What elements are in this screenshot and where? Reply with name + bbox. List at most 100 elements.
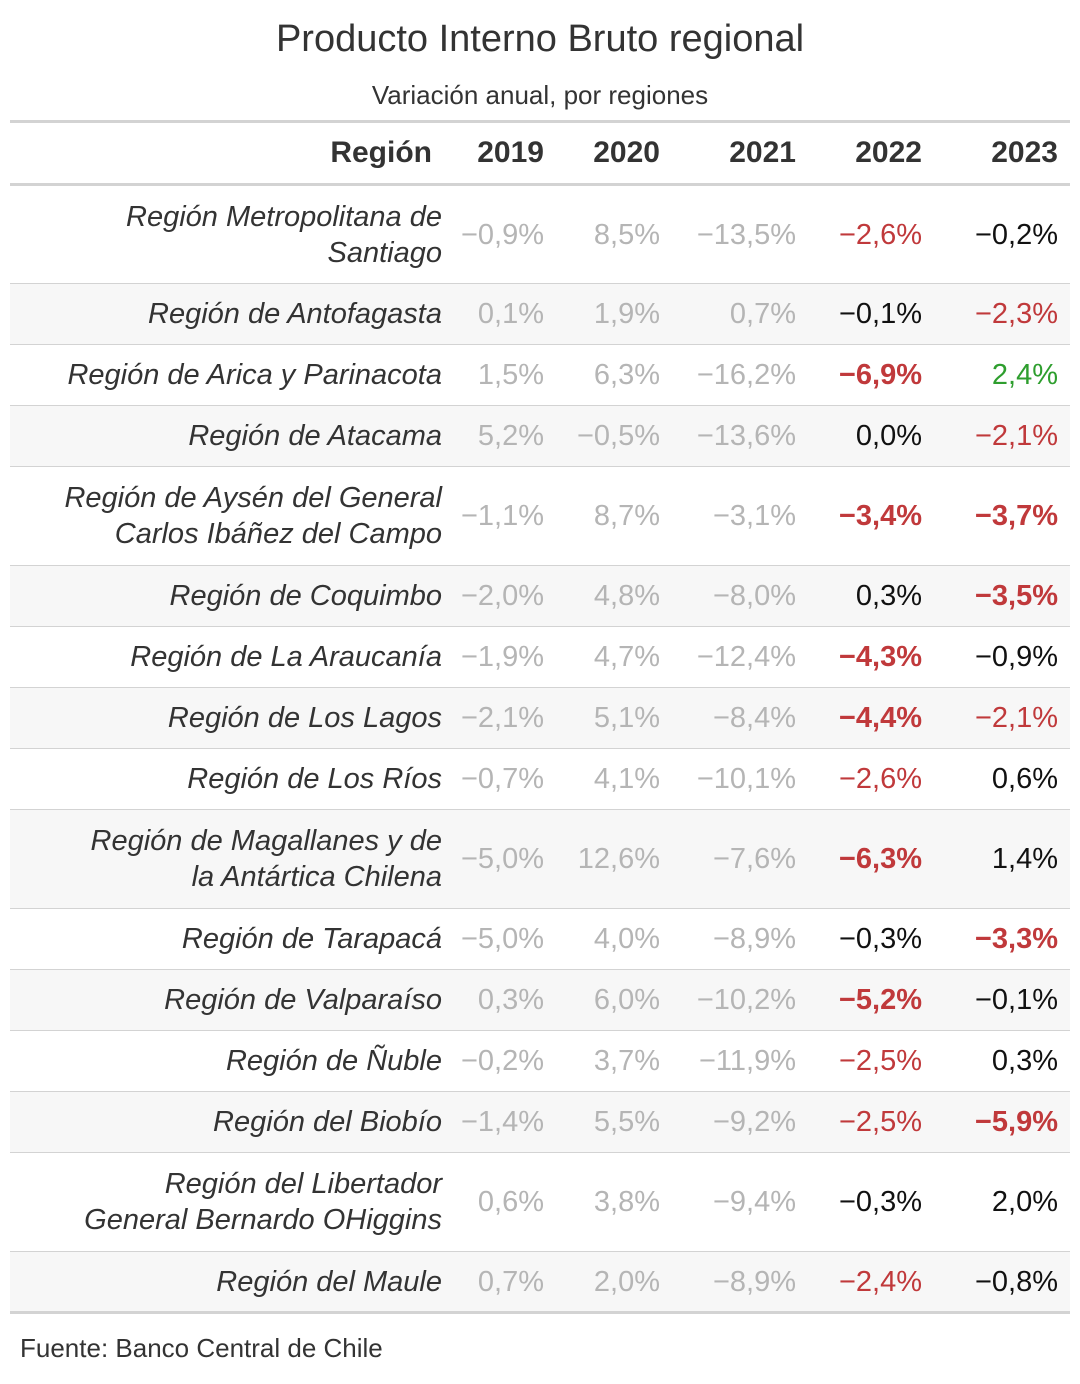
- value-2021: −9,4%: [672, 1152, 808, 1252]
- value-2022: −3,4%: [808, 466, 934, 566]
- region-name-line: Región de Valparaíso: [164, 984, 442, 1016]
- value-2022: −2,6%: [808, 748, 934, 810]
- value-2020: 8,5%: [556, 184, 672, 284]
- table-row: Región de La Araucanía −1,9% 4,7% −12,4% −4,…: [10, 626, 1070, 688]
- region-name: Región de Arica y Parinacota: [10, 344, 444, 406]
- value-2022: −6,3%: [808, 809, 934, 909]
- region-name: Región de Magallanes y de la Antártica Ch…: [10, 809, 444, 909]
- value-2023: −3,3%: [934, 908, 1070, 970]
- header-row: Región 2019 2020 2021 2022 2023: [10, 121, 1070, 186]
- value-2021: −3,1%: [672, 466, 808, 566]
- value-2020: 4,0%: [556, 908, 672, 970]
- table-row: Región de Tarapacá −5,0% 4,0% −8,9% −0,3% −3,…: [10, 908, 1070, 970]
- region-name-line: Región de Los Ríos: [187, 763, 442, 795]
- value-2023: −2,1%: [934, 687, 1070, 749]
- value-2019: −0,7%: [444, 748, 556, 810]
- table-title: Producto Interno Bruto regional: [275, 18, 805, 60]
- region-name-line: General Bernardo OHiggins: [84, 1204, 442, 1236]
- region-name: Región del Maule: [10, 1251, 444, 1313]
- region-name-line: Región de Los Lagos: [167, 702, 442, 734]
- value-2020: 3,7%: [556, 1030, 672, 1092]
- value-2021: −13,6%: [672, 405, 808, 467]
- region-name: Región de Los Ríos: [10, 748, 444, 810]
- value-2020: 5,1%: [556, 687, 672, 749]
- region-name-line: Región de Aysén del General: [64, 482, 442, 514]
- value-2022: −4,3%: [808, 626, 934, 688]
- region-name-line: Región de Atacama: [188, 420, 442, 452]
- column-header-2022: 2022: [808, 121, 934, 186]
- value-2020: 4,7%: [556, 626, 672, 688]
- value-2022: −2,5%: [808, 1091, 934, 1153]
- value-2022: −2,4%: [808, 1251, 934, 1313]
- region-name-line: Región de Tarapacá: [181, 923, 442, 955]
- value-2020: 3,8%: [556, 1152, 672, 1252]
- table-body: Región Metropolitana de Santiago −0,9% 8,5%…: [10, 184, 1070, 1313]
- region-name: Región del Libertador General Bernardo OH…: [10, 1152, 444, 1252]
- value-2020: 4,8%: [556, 565, 672, 627]
- region-name: Región de Coquimbo: [10, 565, 444, 627]
- region-name: Región de Aysén del General Carlos Ibáñez…: [10, 466, 444, 566]
- value-2019: 0,1%: [444, 283, 556, 345]
- table-subtitle: Variación anual, por regiones: [371, 80, 709, 110]
- table-row: Región del Biobío −1,4% 5,5% −9,2% −2,5% −5,9…: [10, 1091, 1070, 1153]
- value-2019: 0,7%: [444, 1251, 556, 1313]
- value-2023: 0,6%: [934, 748, 1070, 810]
- value-2019: −1,4%: [444, 1091, 556, 1153]
- source-note: Fuente: Banco Central de Chile: [20, 1333, 383, 1363]
- value-2020: 6,0%: [556, 969, 672, 1031]
- column-header-2023: 2023: [934, 121, 1070, 186]
- region-name-line: Región del Biobío: [213, 1106, 442, 1138]
- value-2022: 0,3%: [808, 565, 934, 627]
- table-row: Región de Arica y Parinacota 1,5% 6,3% −16,…: [10, 344, 1070, 406]
- value-2023: −0,2%: [934, 184, 1070, 284]
- value-2023: −2,3%: [934, 283, 1070, 345]
- value-2020: 4,1%: [556, 748, 672, 810]
- value-2022: −2,6%: [808, 184, 934, 284]
- value-2023: −0,8%: [934, 1251, 1070, 1313]
- value-2020: −0,5%: [556, 405, 672, 467]
- region-name: Región de Ñuble: [10, 1030, 444, 1092]
- value-2023: 2,0%: [934, 1152, 1070, 1252]
- region-name-line: Región Metropolitana de: [126, 200, 442, 233]
- value-2022: −0,3%: [808, 1152, 934, 1252]
- value-2022: −0,1%: [808, 283, 934, 345]
- value-2021: −8,0%: [672, 565, 808, 627]
- value-2022: 0,0%: [808, 405, 934, 467]
- value-2023: −5,9%: [934, 1091, 1070, 1153]
- value-2019: −2,0%: [444, 565, 556, 627]
- value-2023: −3,5%: [934, 565, 1070, 627]
- value-2020: 2,0%: [556, 1251, 672, 1313]
- region-name-line: Región del Libertador: [164, 1168, 442, 1200]
- value-2021: −16,2%: [672, 344, 808, 406]
- value-2021: −7,6%: [672, 809, 808, 909]
- column-header-region: Región: [10, 121, 444, 186]
- value-2021: −13,5%: [672, 184, 808, 284]
- value-2021: −10,1%: [672, 748, 808, 810]
- region-name: Región de Valparaíso: [10, 969, 444, 1031]
- value-2022: −0,3%: [808, 908, 934, 970]
- value-2021: −8,4%: [672, 687, 808, 749]
- region-name: Región de Antofagasta: [10, 283, 444, 345]
- table-row: Región del Maule 0,7% 2,0% −8,9% −2,4% −0,8%: [10, 1251, 1070, 1313]
- value-2019: 5,2%: [444, 405, 556, 467]
- value-2019: −0,9%: [444, 184, 556, 284]
- table-row: Región de Aysén del General Carlos Ibáñez…: [10, 466, 1070, 566]
- value-2021: −8,9%: [672, 908, 808, 970]
- gdp-table: Región 2019 2020 2021 2022 2023 Región M…: [10, 120, 1070, 1314]
- table-row: Región Metropolitana de Santiago −0,9% 8,5%…: [10, 184, 1070, 284]
- region-name-line: Región del Maule: [216, 1265, 442, 1298]
- region-name: Región del Biobío: [10, 1091, 444, 1153]
- table-row: Región de Atacama 5,2% −0,5% −13,6% 0,0% −2,1…: [10, 405, 1070, 467]
- value-2020: 12,6%: [556, 809, 672, 909]
- value-2020: 5,5%: [556, 1091, 672, 1153]
- value-2019: −2,1%: [444, 687, 556, 749]
- region-name-line: Región de La Araucanía: [130, 641, 442, 673]
- value-2019: −1,9%: [444, 626, 556, 688]
- table-row: Región de Los Lagos −2,1% 5,1% −8,4% −4,4% −2…: [10, 687, 1070, 749]
- value-2021: −9,2%: [672, 1091, 808, 1153]
- table-row: Región de Coquimbo −2,0% 4,8% −8,0% 0,3% −3,5…: [10, 565, 1070, 627]
- region-name-line: la Antártica Chilena: [191, 861, 442, 893]
- table-row: Región de Los Ríos −0,7% 4,1% −10,1% −2,6% 0,…: [10, 748, 1070, 810]
- value-2020: 8,7%: [556, 466, 672, 566]
